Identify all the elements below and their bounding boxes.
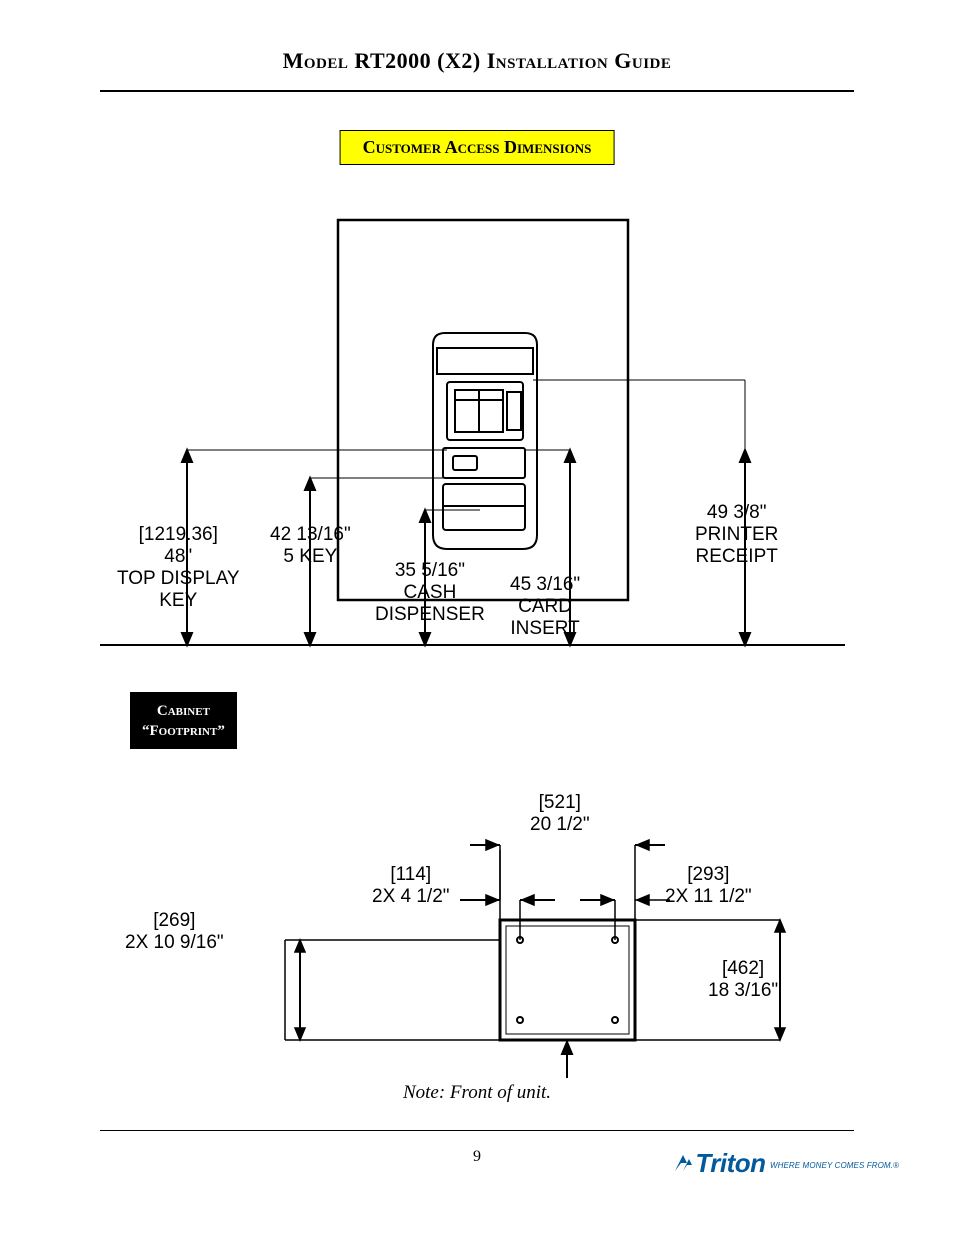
dim-card-insert: 45 3/16" CARD INSERT	[510, 574, 580, 640]
access-dimensions-diagram: [1219.36] 48" TOP DISPLAY KEY 42 13/16" …	[85, 210, 865, 660]
triton-mark-icon	[673, 1153, 693, 1173]
header-divider	[100, 90, 854, 92]
dim-521: [521] 20 1/2"	[530, 792, 590, 836]
section-title-band: Customer Access Dimensions	[340, 130, 615, 165]
dim-293: [293] 2X 11 1/2"	[665, 864, 752, 908]
dim-269: [269] 2X 10 9/16"	[125, 910, 224, 954]
brand-tagline: WHERE MONEY COMES FROM.®	[770, 1161, 899, 1170]
brand-name: Triton	[695, 1148, 765, 1178]
document-page: Model RT2000 (X2) Installation Guide Cus…	[0, 0, 954, 1235]
footer-divider	[100, 1130, 854, 1131]
footprint-note: Note: Front of unit.	[0, 1082, 954, 1104]
page-heading: Model RT2000 (X2) Installation Guide	[0, 48, 954, 74]
dim-printer-receipt: 49 3/8" PRINTER RECEIPT	[695, 502, 778, 568]
dim-114: [114] 2X 4 1/2"	[372, 864, 450, 908]
dim-462: [462] 18 3/16"	[708, 958, 778, 1002]
footprint-diagram: [269] 2X 10 9/16" [114] 2X 4 1/2" [521] …	[100, 790, 860, 1080]
brand-logo: Triton WHERE MONEY COMES FROM.®	[673, 1148, 899, 1179]
dim-top-display-key: [1219.36] 48" TOP DISPLAY KEY	[117, 524, 240, 611]
cabinet-footprint-band: Cabinet “Footprint”	[130, 692, 237, 749]
dim-5key: 42 13/16" 5 KEY	[270, 524, 351, 568]
dim-cash-dispenser: 35 5/16" CASH DISPENSER	[375, 560, 485, 626]
